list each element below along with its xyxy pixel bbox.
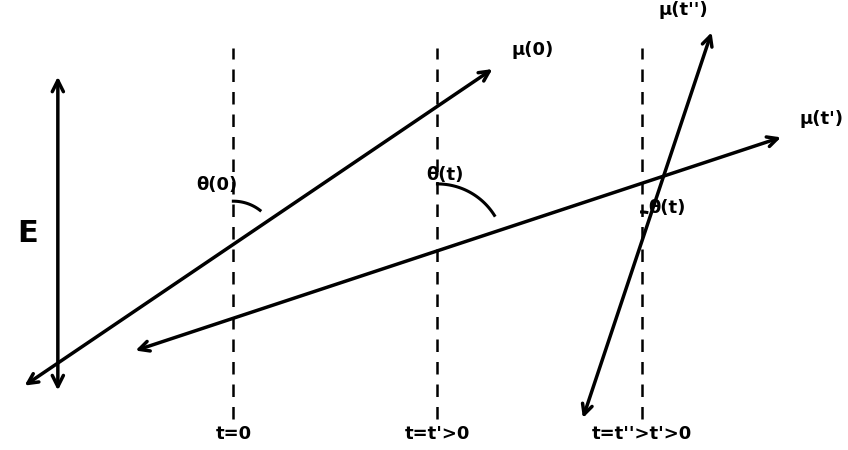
Text: μ(0): μ(0) xyxy=(511,41,553,59)
Text: t=0: t=0 xyxy=(215,425,251,443)
Text: E: E xyxy=(17,219,38,248)
Text: μ(t''): μ(t'') xyxy=(659,1,708,19)
Text: μ(t'): μ(t') xyxy=(800,110,844,128)
Text: θ(t): θ(t) xyxy=(649,199,686,217)
Text: t=t''>t'>0: t=t''>t'>0 xyxy=(591,425,692,443)
Text: θ(0): θ(0) xyxy=(196,176,237,194)
Text: θ(t): θ(t) xyxy=(426,166,463,184)
Text: t=t'>0: t=t'>0 xyxy=(404,425,470,443)
